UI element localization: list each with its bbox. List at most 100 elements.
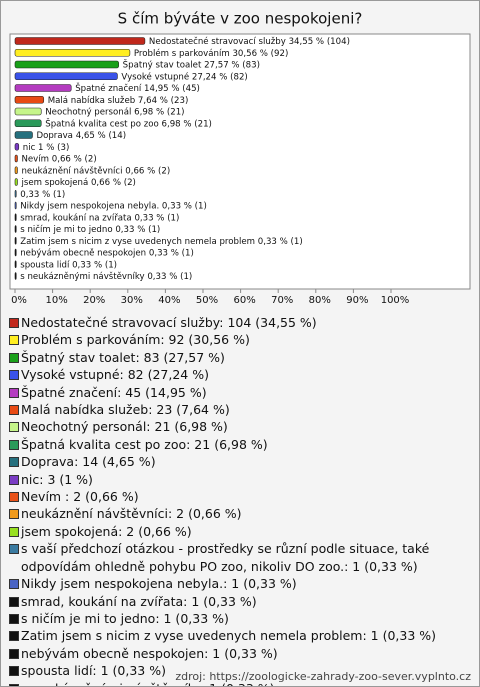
- bar: [14, 189, 17, 198]
- x-tick-label: 0%: [11, 295, 27, 306]
- x-tick-label: 70%: [271, 295, 293, 306]
- category-label: jsem spokojená: [20, 178, 88, 188]
- legend-swatch: [9, 596, 19, 607]
- category-label: smrad, koukání na zvířata: [20, 213, 131, 223]
- value-label: 6,98 % (21): [162, 119, 212, 129]
- x-tick-label: 60%: [233, 295, 255, 306]
- category-label: Nevím: [21, 154, 51, 164]
- x-tick-label: 30%: [121, 295, 143, 306]
- legend-swatch: [9, 631, 19, 642]
- legend-item: nebývám obecně nespokojen: 1 (0,33 %): [9, 645, 471, 662]
- legend-swatch: [9, 457, 19, 468]
- category-label: Neochotný personál: [45, 107, 131, 117]
- legend-item: neukáznění návštěvníci: 2 (0,66 %): [9, 505, 471, 522]
- legend-label: Špatný stav toalet: 83 (27,57 %): [21, 349, 225, 365]
- value-label: 0,33 % (1): [72, 260, 117, 270]
- value-label: 0,66 % (2): [91, 178, 136, 188]
- legend-label: s vaší předchozí otázkou - prostředky se…: [21, 541, 430, 574]
- bar-label: 0,33 % (1): [20, 189, 65, 199]
- legend-label: Špatná kvalita cest po zoo: 21 (6,98 %): [21, 436, 268, 452]
- legend-item: Špatná kvalita cest po zoo: 21 (6,98 %): [9, 436, 471, 453]
- bar: [14, 119, 42, 128]
- legend-item: s vaší předchozí otázkou - prostředky se…: [9, 540, 471, 575]
- legend-item: nic: 3 (1 %): [9, 471, 471, 488]
- legend-label: jsem spokojená: 2 (0,66 %): [21, 523, 192, 539]
- value-label: 30,56 % (92): [232, 48, 288, 58]
- value-label: 0,33 % (1): [134, 213, 179, 223]
- category-label: nebývám obecně nespokojen: [20, 247, 146, 258]
- x-tick-label: 90%: [346, 295, 368, 306]
- legend: Nedostatečné stravovací služby: 104 (34,…: [9, 314, 471, 686]
- legend-label: Problém s parkováním: 92 (30,56 %): [21, 332, 250, 348]
- legend-swatch: [9, 387, 19, 398]
- category-label: s ničím je mi to jedno: [20, 224, 112, 235]
- legend-swatch: [9, 648, 19, 659]
- category-label: s neukázněnými návštěvníky: [20, 271, 144, 282]
- value-label: 1 % (3): [38, 142, 69, 152]
- legend-item: Špatné značení: 45 (14,95 %): [9, 384, 471, 401]
- category-label: Špatný stav toalet: [123, 58, 202, 70]
- category-label: nic: [23, 142, 36, 152]
- bar: [14, 213, 17, 222]
- legend-item: smrad, koukání na zvířata: 1 (0,33 %): [9, 593, 471, 610]
- legend-swatch: [9, 405, 19, 416]
- value-label: 27,57 % (83): [204, 60, 260, 70]
- legend-item: spousta lidí: 1 (0,33 %): [9, 662, 471, 679]
- value-label: 34,55 % (104): [289, 37, 350, 47]
- legend-label: smrad, koukání na zvířata: 1 (0,33 %): [21, 593, 257, 609]
- value-label: 0,33 % (1): [149, 248, 194, 258]
- chart-title: S čím býváte v zoo nespokojeni?: [118, 10, 363, 28]
- x-tick-label: 50%: [196, 295, 218, 306]
- bar-label: s neukázněnými návštěvníky 0,33 % (1): [20, 271, 192, 282]
- legend-swatch: [9, 318, 19, 328]
- bar: [14, 272, 17, 280]
- category-label: Vysoké vstupné: [121, 71, 189, 82]
- bar: [14, 72, 118, 81]
- category-label: Nikdy jsem nespokojena nebyla.: [20, 201, 159, 211]
- legend-label: Neochotný personál: 21 (6,98 %): [21, 419, 228, 435]
- category-label: neukáznění návštěvníci: [21, 165, 122, 176]
- category-label: Špatná kvalita cest po zoo: [45, 117, 159, 129]
- bar-label: smrad, koukání na zvířata 0,33 % (1): [20, 213, 179, 223]
- value-label: 6,98 % (21): [134, 107, 184, 117]
- bar: [14, 107, 42, 116]
- legend-label: Nedostatečné stravovací služby: 104 (34,…: [21, 315, 317, 330]
- bar-label: s ničím je mi to jedno 0,33 % (1): [20, 224, 160, 235]
- legend-swatch: [9, 509, 19, 520]
- x-tick-label: 100%: [381, 295, 410, 306]
- legend-swatch: [9, 544, 19, 555]
- bar: [14, 166, 18, 175]
- bar: [14, 84, 72, 92]
- value-label: 14,95 % (45): [144, 84, 200, 94]
- legend-item: Neochotný personál: 21 (6,98 %): [9, 418, 471, 435]
- bar: [14, 37, 146, 45]
- value-label: 0,66 % (2): [125, 166, 170, 176]
- bar-label: Nedostatečné stravovací služby 34,55 % (…: [149, 36, 350, 47]
- bar: [14, 60, 119, 69]
- category-label: Malá nabídka služeb: [48, 95, 135, 105]
- legend-swatch: [9, 370, 19, 381]
- bar-label: jsem spokojená 0,66 % (2): [20, 178, 135, 188]
- legend-label: Nikdy jsem nespokojena nebyla.: 1 (0,33 …: [21, 576, 297, 592]
- x-tick-label: 80%: [309, 295, 331, 306]
- legend-item: Vysoké vstupné: 82 (27,24 %): [9, 366, 471, 383]
- legend-item: Špatný stav toalet: 83 (27,57 %): [9, 349, 471, 366]
- legend-label: spousta lidí: 1 (0,33 %): [21, 663, 166, 679]
- value-label: 0,33 % (1): [147, 272, 192, 282]
- bar-label: Nikdy jsem nespokojena nebyla. 0,33 % (1…: [20, 201, 207, 211]
- value-label: 0,33 % (1): [115, 225, 160, 235]
- x-tick-label: 10%: [45, 295, 67, 306]
- legend-label: Malá nabídka služeb: 23 (7,64 %): [21, 402, 230, 418]
- bar-label: Špatný stav toalet 27,57 % (83): [123, 58, 260, 70]
- legend-swatch: [9, 439, 19, 450]
- legend-swatch: [9, 526, 19, 537]
- legend-swatch: [9, 335, 19, 346]
- bar-label: neukáznění návštěvníci 0,66 % (2): [21, 165, 170, 176]
- bar-label: Malá nabídka služeb 7,64 % (23): [48, 95, 189, 105]
- value-label: 4,65 % (14): [76, 131, 126, 141]
- legend-label: s ničím je mi to jedno: 1 (0,33 %): [21, 610, 229, 626]
- legend-label: Doprava: 14 (4,65 %): [21, 454, 156, 470]
- category-label: Doprava: [36, 131, 72, 141]
- legend-swatch: [9, 352, 19, 363]
- legend-label: Špatné značení: 45 (14,95 %): [21, 384, 207, 400]
